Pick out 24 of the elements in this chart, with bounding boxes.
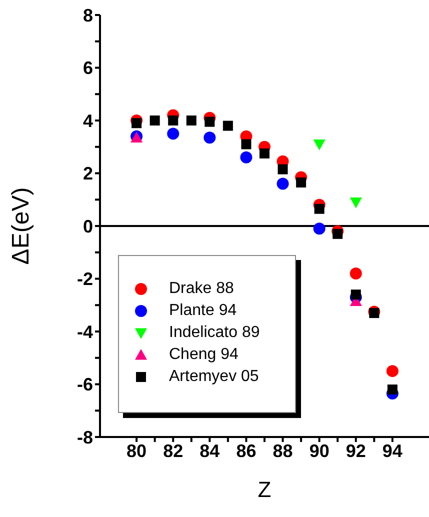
x-tick-label: 88 (272, 440, 293, 461)
legend-label: Artemyev 05 (169, 368, 259, 386)
x-tick-label: 86 (236, 440, 256, 461)
y-axis-title: ΔE(eV) (8, 187, 35, 265)
y-tick-label: 4 (82, 110, 93, 131)
x-tick-label: 94 (382, 440, 402, 461)
x-tick-label: 82 (163, 440, 184, 461)
y-tick-label: -2 (76, 269, 93, 290)
y-tick-label: 2 (82, 164, 93, 184)
legend-label: Plante 94 (169, 302, 237, 320)
legend-label: Cheng 94 (169, 346, 238, 364)
y-tick-label: -8 (76, 427, 93, 448)
x-axis-title: Z (258, 477, 272, 502)
x-tick-label: 92 (346, 440, 366, 461)
x-tick-label: 84 (200, 440, 220, 461)
y-tick-label: 0 (82, 216, 93, 236)
legend-label: Drake 88 (169, 280, 234, 298)
x-tick-label: 80 (126, 440, 147, 461)
y-tick-label: -4 (76, 322, 93, 342)
x-tick-label: 90 (309, 440, 330, 461)
legend-label: Indelicato 89 (169, 324, 260, 342)
y-tick-label: 8 (82, 5, 93, 26)
y-tick-label: -6 (76, 374, 93, 395)
y-tick-label: 6 (82, 58, 93, 78)
